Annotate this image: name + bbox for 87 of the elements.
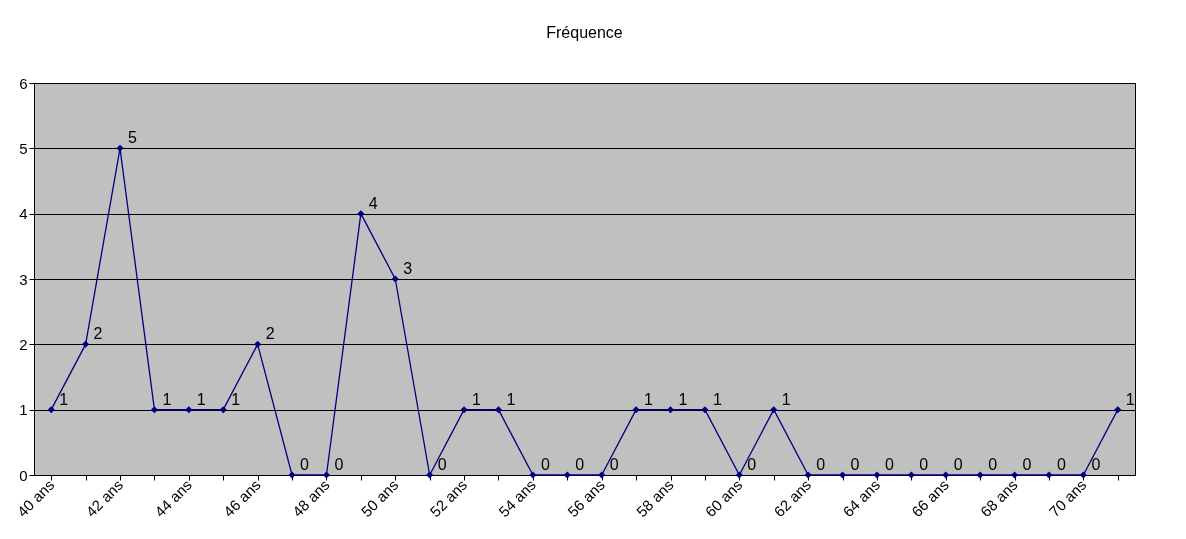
data-label: 1	[506, 390, 516, 408]
x-tick-label: 56 ans	[563, 476, 608, 521]
y-tick-label: 5	[19, 139, 28, 157]
x-tick-label: 48 ans	[288, 476, 333, 521]
point	[82, 340, 90, 348]
x-tick-label: 44 ans	[151, 476, 195, 521]
data-label: 0	[1022, 456, 1032, 473]
point	[219, 406, 227, 414]
data-label: 1	[781, 390, 791, 408]
y-tick-label: 6	[19, 74, 28, 92]
point	[47, 406, 55, 414]
chart-title: Fréquence	[546, 24, 623, 41]
data-label: 0	[540, 456, 550, 473]
data-label: 1	[1125, 390, 1135, 408]
data-label: 0	[988, 456, 998, 473]
point	[357, 210, 365, 218]
data-label: 0	[575, 456, 585, 473]
point	[494, 406, 503, 414]
point	[563, 471, 571, 479]
point	[1011, 471, 1019, 479]
point	[426, 471, 434, 479]
x-tick-label: 60 ans	[701, 476, 746, 521]
y-tick-label: 4	[19, 205, 28, 223]
point	[804, 471, 812, 479]
point	[839, 471, 847, 479]
point	[116, 144, 124, 152]
data-label: 0	[953, 456, 963, 473]
point	[1079, 471, 1087, 479]
data-label: 5	[128, 129, 138, 147]
y-tick-label: 3	[19, 270, 28, 288]
point	[185, 406, 193, 414]
data-label: 1	[231, 390, 241, 408]
y-tick-label: 0	[19, 466, 28, 484]
x-tick-label: 68 ans	[976, 476, 1021, 521]
data-label: 1	[472, 390, 482, 408]
point	[873, 471, 881, 479]
data-label: 0	[300, 456, 310, 473]
data-label: 0	[850, 456, 860, 473]
data-label: 1	[162, 390, 172, 408]
x-tick-label: 54 ans	[495, 476, 540, 521]
data-label: 0	[1056, 456, 1066, 473]
x-tick-label: 46 ans	[219, 476, 264, 521]
x-tick-label: 62 ans	[770, 476, 815, 521]
x-tick-label: 50 ans	[357, 476, 402, 521]
point	[391, 275, 399, 283]
point	[322, 471, 330, 479]
point	[460, 406, 468, 414]
x-tick-label: 58 ans	[632, 476, 677, 521]
data-label: 0	[609, 456, 619, 473]
x-tick-label: 70 ans	[1045, 476, 1090, 521]
point	[1114, 406, 1122, 414]
y-tick-label: 2	[19, 335, 28, 353]
point	[632, 406, 640, 414]
point	[701, 406, 709, 414]
point	[150, 406, 158, 414]
data-label: 1	[712, 390, 722, 408]
data-label: 1	[644, 390, 654, 408]
point	[254, 340, 262, 348]
data-label: 4	[368, 194, 378, 212]
x-tick-label: 42 ans	[82, 476, 127, 521]
data-label: 1	[59, 390, 69, 408]
data-label: 0	[919, 456, 929, 473]
point	[666, 406, 675, 414]
point	[288, 471, 296, 479]
data-label: 0	[334, 456, 344, 473]
data-label: 2	[93, 325, 103, 343]
y-tick-label: 1	[19, 401, 28, 419]
data-label: 0	[816, 456, 826, 473]
x-tick-label: 64 ans	[839, 476, 884, 521]
point	[976, 471, 984, 479]
point	[529, 471, 537, 479]
point	[735, 471, 743, 479]
point	[598, 471, 606, 479]
data-label: 3	[403, 260, 413, 277]
data-label: 1	[196, 390, 206, 408]
point	[907, 471, 915, 479]
x-tick-label: 66 ans	[908, 476, 952, 521]
data-label: 2	[265, 325, 275, 343]
point	[770, 406, 778, 414]
data-label: 0	[747, 456, 757, 473]
data-label: 0	[437, 456, 447, 473]
data-label: 0	[884, 456, 894, 473]
data-label: 0	[1091, 456, 1101, 473]
point	[942, 471, 950, 479]
x-tick-label: 52 ans	[426, 476, 471, 521]
point	[1045, 471, 1053, 479]
data-label: 1	[678, 390, 688, 408]
